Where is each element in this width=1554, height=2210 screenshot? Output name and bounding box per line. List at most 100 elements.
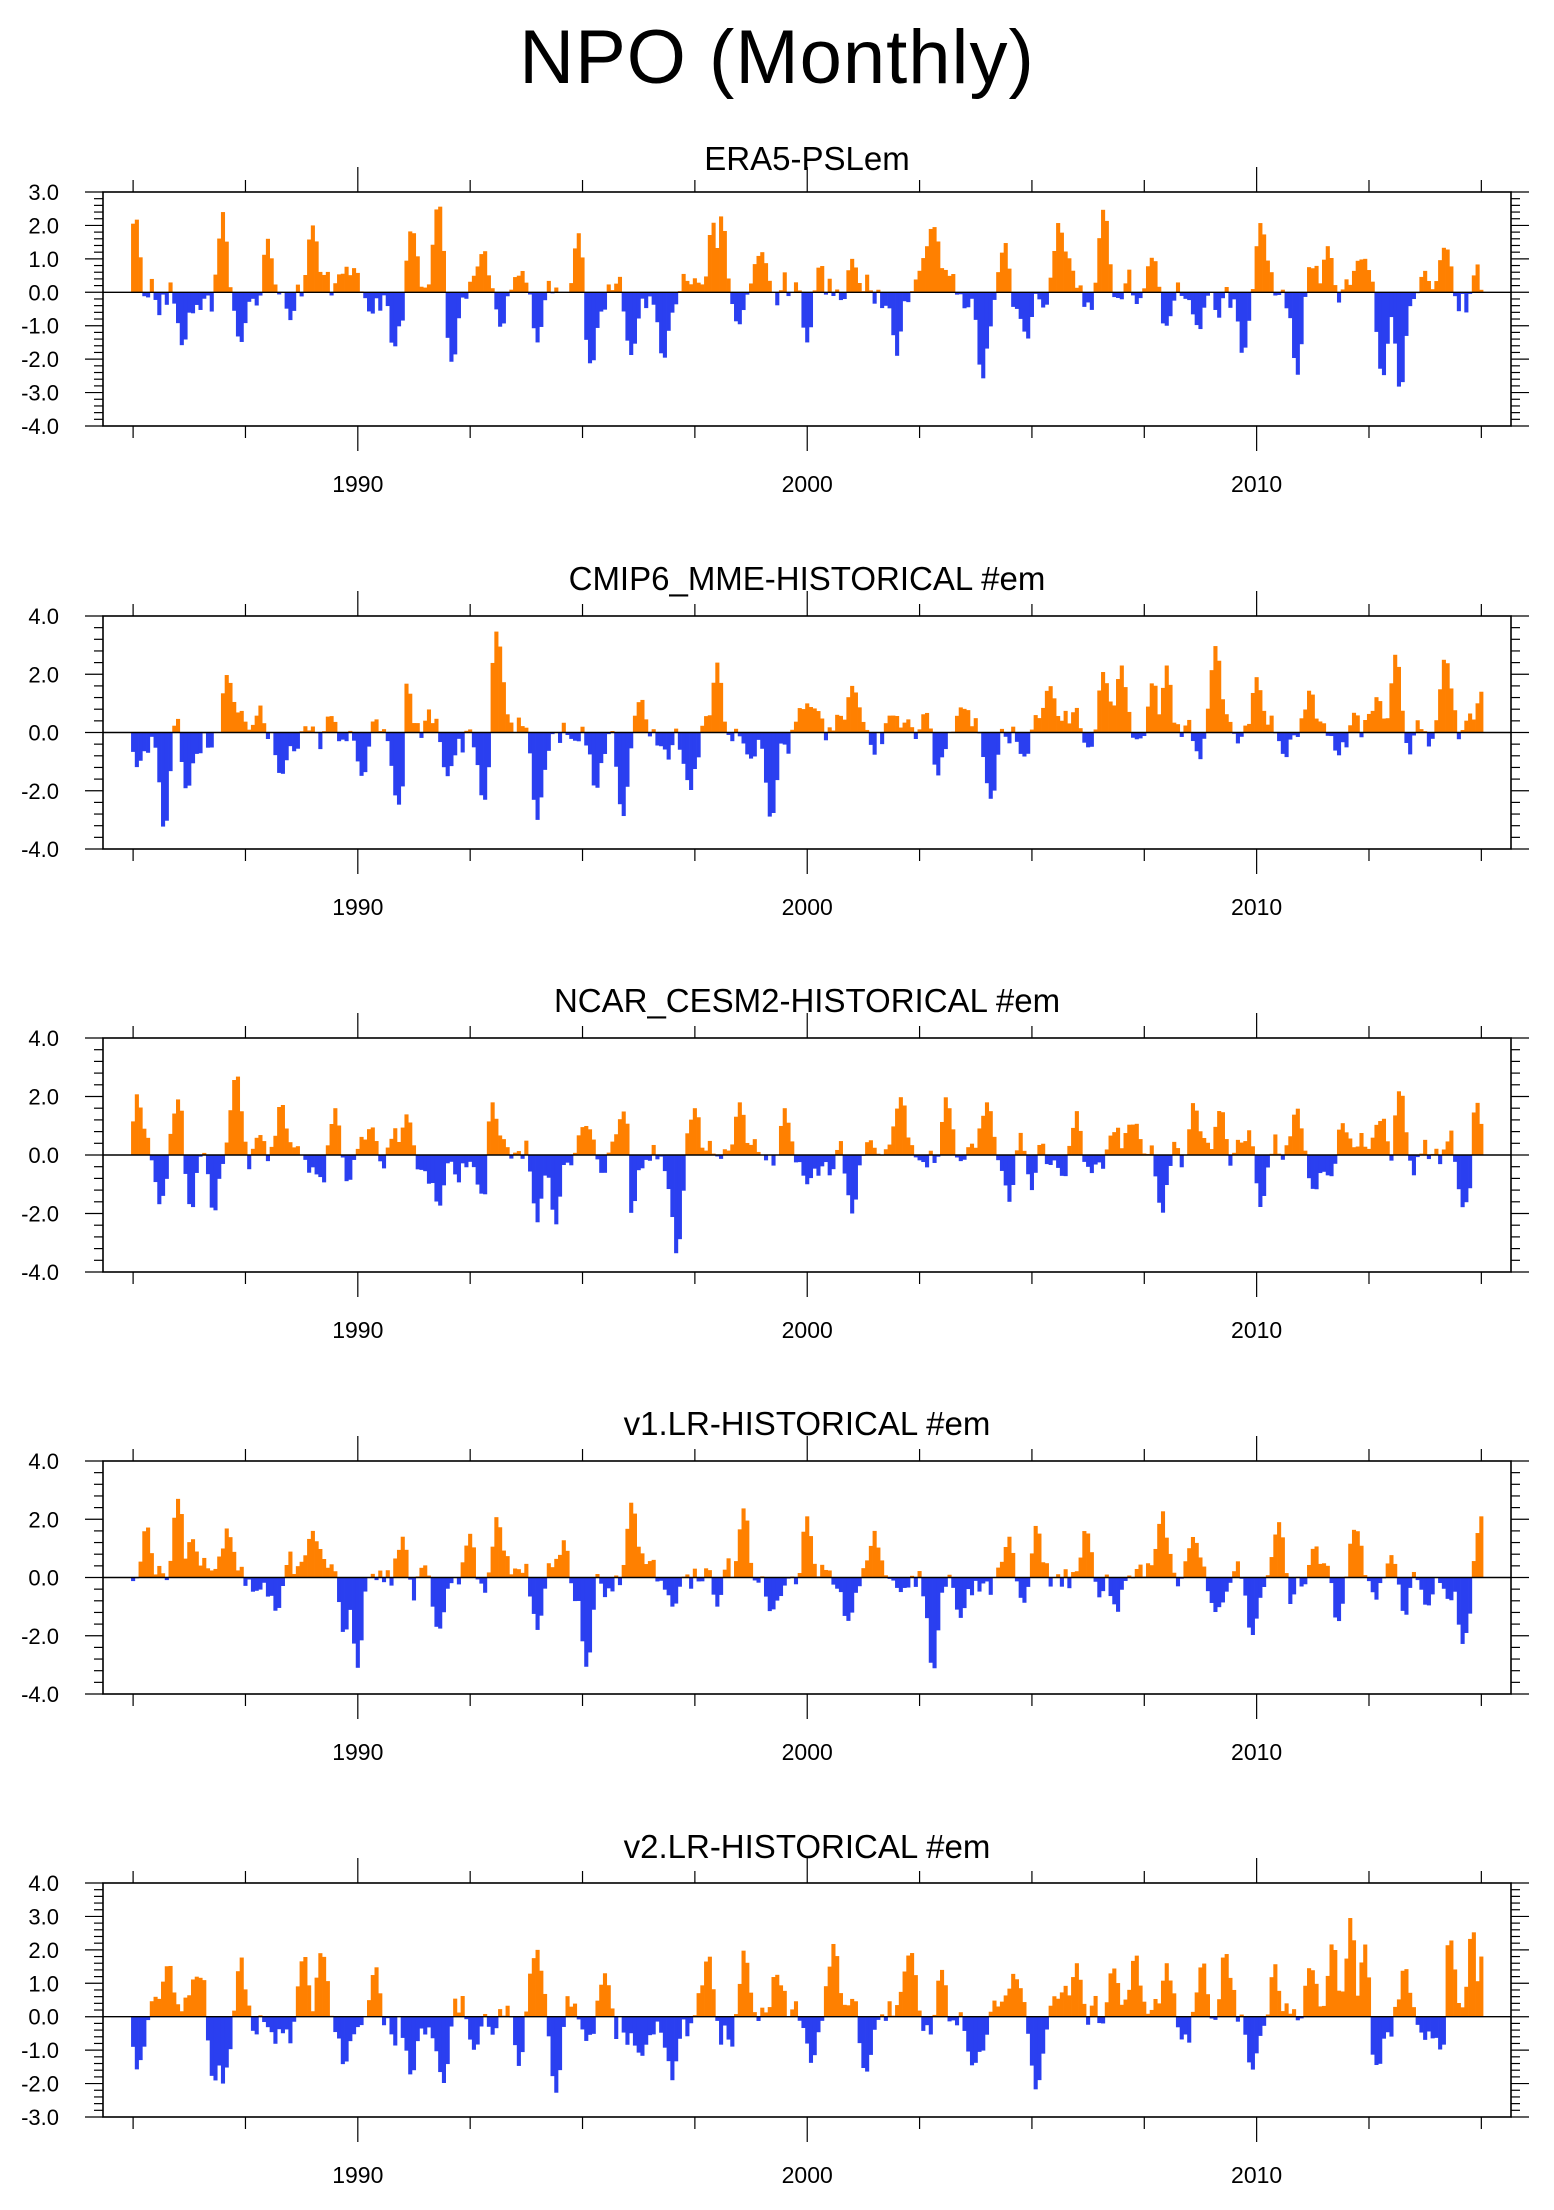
data-bar [1048,2005,1053,2017]
data-bar [520,2016,525,2053]
data-bar [1093,1155,1098,1165]
data-bar [1194,1110,1199,1155]
data-series [131,1918,1484,2093]
data-bar [1082,292,1087,307]
data-bar [1104,1574,1109,1578]
data-bar [438,206,443,293]
data-bar [190,1539,196,1578]
data-bar [153,1155,158,1183]
data-bar [179,2011,184,2017]
data-bar [1299,718,1304,733]
data-bar [550,732,555,735]
data-bar [265,732,270,740]
data-bar [1149,683,1154,733]
data-bar [981,1115,986,1155]
data-bar [1198,292,1203,330]
data-bar [805,292,810,343]
data-bar [1224,1954,1229,2017]
data-bar [1307,1155,1312,1179]
data-bar [1067,723,1072,733]
data-bar [1299,292,1304,345]
data-bar [1074,1571,1079,1578]
data-bar [850,685,855,733]
data-bar [1423,1139,1428,1155]
data-bar [943,269,948,293]
data-bar [1209,670,1214,733]
data-bar [468,1155,473,1162]
data-bar [1381,718,1387,733]
data-bar [1071,270,1076,293]
data-bar [1464,1986,1469,2017]
data-bar [453,732,458,756]
data-bar [1445,1945,1450,2017]
data-bar [621,1111,626,1155]
data-bar [756,255,761,293]
data-bar [816,2016,821,2033]
data-bar [157,1998,162,2017]
data-bar [1044,1563,1049,1578]
data-bar [891,1577,896,1581]
data-bar [423,1565,428,1578]
data-bar [1400,292,1405,383]
data-bar [1164,1963,1169,2017]
data-bar [584,1577,589,1667]
data-bar [295,732,300,749]
data-bar [707,1140,712,1155]
data-bar [629,2016,634,2034]
data-bar [389,1138,394,1155]
data-bar [262,254,267,293]
data-bar [1269,272,1274,293]
data-bar [243,292,248,324]
data-bar [756,2016,761,2021]
data-bar [647,2016,652,2036]
data-bar [842,719,847,733]
data-bar [704,276,709,293]
data-bar [393,1128,398,1155]
data-bar [1325,732,1330,736]
data-bar [1056,1574,1061,1578]
data-bar [1322,259,1327,293]
data-bar [273,2016,278,2044]
data-bar [752,2012,757,2017]
data-bar [1355,1531,1360,1578]
data-bar [1438,689,1443,733]
data-bar [228,287,233,293]
data-bar [629,1155,634,1213]
data-bar [595,292,600,328]
data-bar [1374,2016,1379,2066]
data-bar [1411,1155,1416,1176]
data-bar [250,724,256,733]
data-bar [692,1108,697,1155]
data-bar [337,732,342,742]
x-tick-label: 1990 [332,1317,383,1343]
data-bar [1071,1127,1076,1155]
data-bar [441,250,446,293]
data-bar [700,284,705,293]
x-tick-label: 1990 [332,471,383,497]
data-bar [943,1985,948,2017]
data-bar [146,732,151,753]
data-bar [561,1155,566,1166]
data-bar [786,1122,791,1155]
data-bar [1284,292,1289,309]
data-bar [1116,679,1121,733]
data-bar [516,2016,521,2066]
data-bar [254,1137,259,1155]
data-bar [913,732,918,739]
data-bar [1269,1557,1274,1578]
data-bar [1310,268,1315,293]
data-bar [250,292,256,299]
data-bar [610,731,615,733]
data-bar [1007,732,1012,744]
data-bar [614,732,619,767]
data-bar [1164,665,1169,733]
data-bar [258,1577,263,1590]
data-bar [1089,1155,1094,1174]
data-bar [1026,292,1031,339]
data-bar [850,1998,855,2017]
data-bar [367,2000,372,2017]
data-bar [722,1569,727,1578]
data-bar [805,2016,810,2044]
data-bar [1303,709,1308,733]
data-bar [898,1991,903,2017]
